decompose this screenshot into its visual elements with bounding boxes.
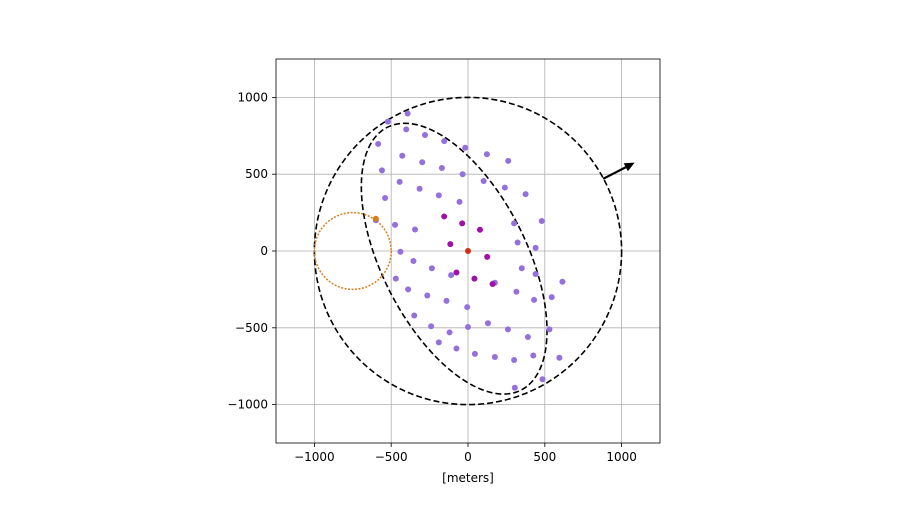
outer-point-marker xyxy=(532,271,539,278)
outer-point-marker xyxy=(483,151,490,158)
direction-arrow xyxy=(602,162,635,180)
center-point-marker xyxy=(465,248,471,254)
outer-point-marker xyxy=(518,265,525,272)
outer-point-marker xyxy=(464,304,471,311)
axis-ticks: −1000 −500 0 500 1000 −1000 −500 0 500 1000 xyxy=(227,90,636,464)
outer-point-marker xyxy=(392,275,399,282)
arrow-shaft xyxy=(602,166,627,180)
outer-point-marker xyxy=(416,185,423,192)
outer-point-marker xyxy=(522,191,529,198)
outer-point-marker xyxy=(456,198,463,205)
outer-point-marker xyxy=(384,118,391,125)
y-tick-label: 0 xyxy=(260,244,268,258)
x-tick-label: 500 xyxy=(533,450,556,464)
outer-point-marker xyxy=(459,171,466,178)
outer-point-marker xyxy=(480,177,487,184)
outer-point-marker xyxy=(438,165,445,172)
outer-point-marker xyxy=(410,257,417,264)
inner-point-marker xyxy=(489,281,496,288)
outer-point-marker xyxy=(424,292,431,299)
inner-point-marker xyxy=(447,241,454,248)
outer-point-marker xyxy=(448,272,455,279)
outer-point-marker xyxy=(530,352,537,359)
outer-point-marker xyxy=(511,357,518,364)
boundary-curves xyxy=(313,96,623,406)
inner-point-marker xyxy=(453,269,460,276)
outer-point-marker xyxy=(504,326,511,333)
outer-point-marker xyxy=(375,140,382,147)
outer-point-marker xyxy=(538,218,545,225)
outer-point-marker xyxy=(465,324,471,331)
inner-point-marker xyxy=(471,275,478,282)
outer-point-marker xyxy=(403,126,410,133)
outer-point-marker xyxy=(428,323,435,330)
x-tick-label: 1000 xyxy=(606,450,637,464)
outer-point-marker xyxy=(462,144,469,151)
orange-circle xyxy=(313,211,392,291)
outer-point-marker xyxy=(546,326,553,333)
outer-point-marker xyxy=(412,226,419,233)
outer-point-marker xyxy=(435,192,442,199)
outer-point-marker xyxy=(471,350,478,357)
outer-point-marker xyxy=(411,312,418,319)
outer-point-marker xyxy=(428,265,435,272)
outer-point-marker xyxy=(446,329,453,336)
outer-point-marker xyxy=(559,278,566,285)
arrow-head xyxy=(623,162,635,172)
outer-point-marker xyxy=(392,221,399,228)
outer-point-marker xyxy=(539,376,546,383)
outer-point-marker xyxy=(453,345,460,352)
inner-point-marker xyxy=(441,213,448,220)
outer-point-marker xyxy=(505,157,512,164)
outer-point-marker xyxy=(441,138,448,145)
x-tick-label: 0 xyxy=(464,450,472,464)
tilted-ellipse xyxy=(360,122,548,395)
outer-point-marker xyxy=(514,239,521,246)
outer-point-marker xyxy=(556,354,563,361)
outer-point-marker xyxy=(378,167,385,174)
outer-point-marker xyxy=(491,353,498,360)
inner-point-marker xyxy=(484,253,491,260)
y-tick-label: 1000 xyxy=(237,90,268,104)
x-tick-label: −1000 xyxy=(294,450,335,464)
y-tick-label: −1000 xyxy=(227,398,268,412)
outer-point-marker xyxy=(484,320,491,327)
outer-point-marker xyxy=(443,297,450,304)
x-axis-label: [meters] xyxy=(442,471,494,485)
outer-point-marker xyxy=(511,220,518,227)
outer-point-marker xyxy=(419,159,426,166)
orange-marker-marker xyxy=(372,215,379,222)
outer-point-marker xyxy=(435,339,442,346)
x-tick-label: −500 xyxy=(375,450,408,464)
outer-point-marker xyxy=(382,195,389,202)
outer-point-marker xyxy=(405,286,412,293)
outer-point-marker xyxy=(501,184,508,191)
inner-point-marker xyxy=(459,220,466,227)
outer-point-marker xyxy=(421,132,428,139)
outer-point-marker xyxy=(532,244,539,251)
outer-point-marker xyxy=(531,296,538,303)
y-tick-label: 500 xyxy=(245,167,268,181)
outer-point-marker xyxy=(548,294,555,301)
outer-point-marker xyxy=(511,384,518,391)
y-tick-label: −500 xyxy=(235,321,268,335)
outer-point-marker xyxy=(524,334,531,341)
scatter-points xyxy=(372,110,566,391)
outer-point-marker xyxy=(399,152,406,159)
outer-point-marker xyxy=(397,248,404,255)
outer-point-marker xyxy=(513,288,520,295)
inner-point-marker xyxy=(476,226,483,233)
outer-point-marker xyxy=(404,110,411,117)
outer-point-marker xyxy=(396,178,403,185)
